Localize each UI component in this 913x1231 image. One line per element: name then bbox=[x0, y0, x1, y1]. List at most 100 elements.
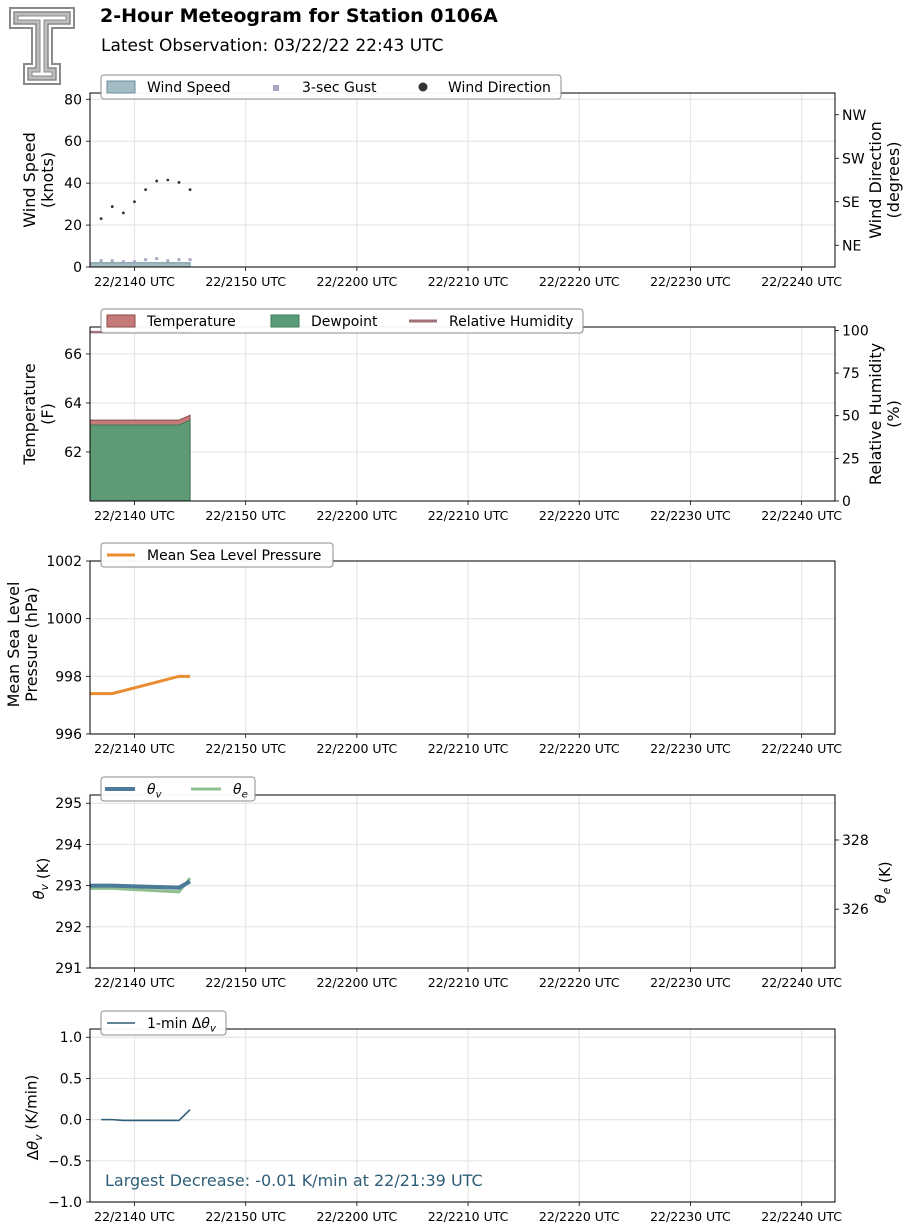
x-tick-label: 22/2230 UTC bbox=[650, 975, 731, 990]
y-tick-label: 295 bbox=[55, 796, 82, 812]
x-tick-label: 22/2200 UTC bbox=[317, 1209, 398, 1224]
panel-theta: 22/2140 UTC 22/2150 UTC 22/2200 UTC 22/2210… bbox=[30, 776, 894, 990]
x-tick-label: 22/2220 UTC bbox=[539, 1209, 620, 1224]
panel-thermo: 22/2140 UTC 22/2150 UTC 22/2200 UTC 22/2210… bbox=[20, 308, 903, 523]
legend-label: Relative Humidity bbox=[449, 314, 573, 330]
wind-direction-point bbox=[133, 200, 136, 204]
gust-marker bbox=[110, 259, 114, 263]
y-tick-label: 294 bbox=[55, 837, 82, 853]
y2-axis-label: Wind Direction(degrees) bbox=[866, 121, 903, 239]
gust-marker bbox=[144, 258, 148, 262]
wind-direction-point bbox=[177, 181, 181, 184]
gust-marker bbox=[132, 260, 136, 264]
legend bbox=[100, 1010, 227, 1036]
mslp-line bbox=[90, 674, 191, 696]
y-tick-label: 62 bbox=[64, 445, 82, 461]
y2-tick-label: SE bbox=[842, 195, 860, 211]
texas-tech-logo bbox=[9, 7, 75, 85]
chart-title: 2-Hour Meteogram for Station 0106A bbox=[100, 5, 498, 27]
wind-direction-point bbox=[188, 188, 192, 192]
x-tick-label: 22/2140 UTC bbox=[94, 975, 175, 990]
plot-border bbox=[89, 1028, 836, 1203]
x-tick-label: 22/2150 UTC bbox=[205, 274, 286, 289]
y-tick-label: 1002 bbox=[46, 554, 82, 570]
y2-axis-label: θe (K) bbox=[872, 861, 894, 903]
legend-label: Wind Direction bbox=[448, 80, 551, 96]
x-tick-label: 22/2140 UTC bbox=[94, 508, 175, 523]
y-axis-label: Temperature(F) bbox=[20, 363, 57, 465]
y-tick-label: 0.0 bbox=[60, 1113, 82, 1129]
y2-tick-label: 100 bbox=[842, 323, 869, 339]
y2-tick-label: 328 bbox=[842, 833, 869, 849]
panel-dtheta: 22/2140 UTC 22/2150 UTC 22/2200 UTC 22/2210… bbox=[23, 1010, 842, 1224]
y-tick-label: 293 bbox=[55, 879, 82, 895]
y2-tick-label: 75 bbox=[842, 366, 860, 382]
y-tick-label: 1.0 bbox=[60, 1030, 82, 1046]
y-tick-label: 64 bbox=[64, 396, 82, 412]
x-tick-label: 22/2230 UTC bbox=[650, 508, 731, 523]
x-tick-label: 22/2200 UTC bbox=[317, 274, 398, 289]
wind-direction-point bbox=[155, 179, 159, 183]
y2-axis-label: Relative Humidity(%) bbox=[866, 343, 903, 485]
y-tick-label: −0.5 bbox=[48, 1154, 82, 1170]
y-tick-label: 998 bbox=[55, 669, 82, 685]
x-tick-label: 22/2240 UTC bbox=[761, 508, 842, 523]
x-tick-label: 22/2200 UTC bbox=[317, 508, 398, 523]
x-tick-label: 22/2220 UTC bbox=[539, 274, 620, 289]
legend-swatch-wind-direction bbox=[418, 82, 428, 92]
gust-marker bbox=[177, 258, 181, 262]
largest-decrease-annotation: Largest Decrease: -0.01 K/min at 22/21:3… bbox=[105, 1171, 483, 1190]
y-axis-label: θv (K) bbox=[30, 858, 52, 900]
x-tick-label: 22/2210 UTC bbox=[428, 274, 509, 289]
y-tick-label: −1.0 bbox=[48, 1195, 82, 1211]
legend bbox=[100, 776, 256, 802]
y-axis-label: Δθv (K/min) bbox=[23, 1075, 45, 1161]
legend-swatch-dewpoint bbox=[270, 314, 300, 328]
y2-tick-label: SW bbox=[842, 151, 865, 167]
legend-label: Wind Speed bbox=[147, 80, 231, 96]
chart-subtitle: Latest Observation: 03/22/22 22:43 UTC bbox=[101, 36, 444, 56]
x-tick-label: 22/2240 UTC bbox=[761, 975, 842, 990]
y2-tick-label: 0 bbox=[842, 494, 851, 510]
y2-tick-label: NE bbox=[842, 238, 861, 254]
x-tick-label: 22/2150 UTC bbox=[205, 508, 286, 523]
legend-label: Dewpoint bbox=[311, 314, 378, 330]
x-tick-label: 22/2210 UTC bbox=[428, 1209, 509, 1224]
legend-label: Temperature bbox=[146, 314, 236, 330]
panel-mslp: 22/2140 UTC 22/2150 UTC 22/2200 UTC 22/2210… bbox=[4, 542, 842, 756]
legend-swatch-wind-speed bbox=[106, 80, 136, 94]
legend-label: 3-sec Gust bbox=[302, 80, 377, 96]
gust-marker bbox=[188, 258, 192, 262]
x-tick-label: 22/2220 UTC bbox=[539, 741, 620, 756]
legend bbox=[100, 308, 584, 334]
gust-marker bbox=[99, 259, 103, 263]
panel-wind: 22/2140 UTC 22/2150 UTC 22/2200 UTC 22/2210… bbox=[20, 74, 903, 289]
x-tick-label: 22/2150 UTC bbox=[205, 975, 286, 990]
x-tick-label: 22/2240 UTC bbox=[761, 274, 842, 289]
gust-marker bbox=[155, 257, 159, 261]
y-tick-label: 20 bbox=[64, 218, 82, 234]
x-tick-label: 22/2240 UTC bbox=[761, 1209, 842, 1224]
y2-tick-label: NW bbox=[842, 108, 866, 124]
gust-marker bbox=[166, 259, 170, 263]
y2-tick-label: 326 bbox=[842, 902, 869, 918]
x-tick-label: 22/2230 UTC bbox=[650, 1209, 731, 1224]
x-tick-label: 22/2140 UTC bbox=[94, 741, 175, 756]
y-tick-label: 0 bbox=[73, 260, 82, 276]
x-tick-label: 22/2200 UTC bbox=[317, 741, 398, 756]
y-tick-label: 292 bbox=[55, 920, 82, 936]
x-tick-label: 22/2210 UTC bbox=[428, 975, 509, 990]
x-tick-label: 22/2200 UTC bbox=[317, 975, 398, 990]
wind-speed-area bbox=[89, 262, 191, 268]
y-tick-label: 0.5 bbox=[60, 1071, 82, 1087]
x-tick-label: 22/2220 UTC bbox=[539, 508, 620, 523]
x-tick-label: 22/2240 UTC bbox=[761, 741, 842, 756]
y-axis-label: Mean Sea LevelPressure (hPa) bbox=[4, 582, 41, 708]
x-tick-label: 22/2230 UTC bbox=[650, 741, 731, 756]
legend bbox=[100, 542, 334, 568]
wind-direction-point bbox=[166, 178, 170, 182]
legend bbox=[100, 74, 562, 100]
wind-direction-point bbox=[121, 211, 125, 215]
plot-border bbox=[89, 326, 836, 502]
